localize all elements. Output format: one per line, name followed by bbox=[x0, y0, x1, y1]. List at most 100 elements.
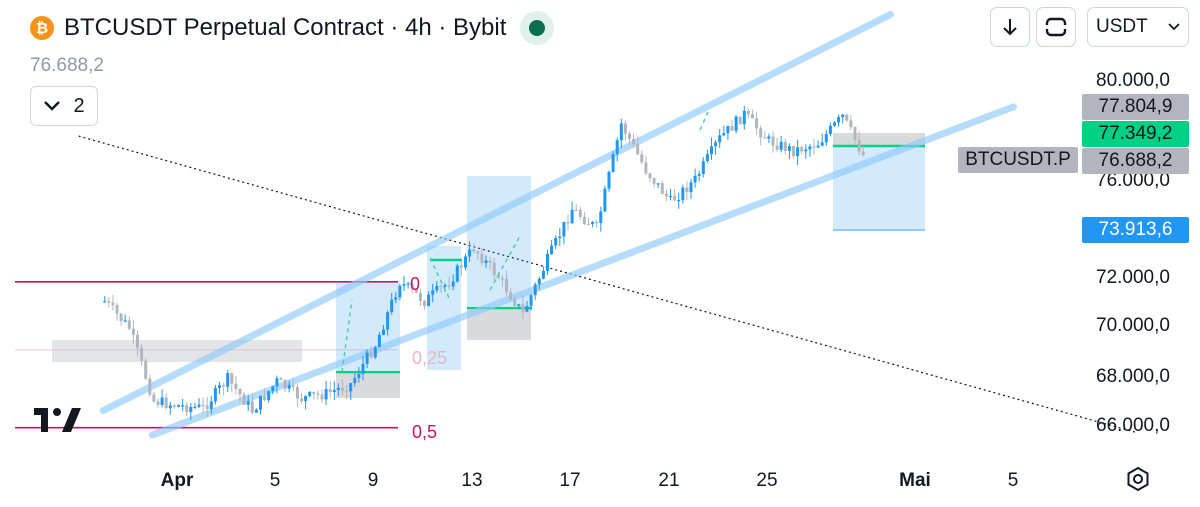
candle-body bbox=[751, 114, 754, 119]
candle-body bbox=[308, 391, 312, 397]
candle-body bbox=[492, 262, 496, 276]
currency-value: USDT bbox=[1096, 16, 1148, 37]
time-axis-label: 5 bbox=[269, 470, 281, 491]
candle-body bbox=[804, 149, 808, 152]
candle-body bbox=[693, 175, 697, 183]
candle-body bbox=[783, 141, 787, 151]
download-button[interactable] bbox=[990, 7, 1030, 47]
candle-body bbox=[242, 394, 246, 405]
settings-icon[interactable] bbox=[1124, 465, 1152, 493]
candle-body bbox=[271, 386, 275, 392]
candle-body bbox=[595, 222, 599, 224]
candle-body bbox=[197, 404, 201, 407]
candle-body bbox=[619, 123, 623, 141]
candle-body bbox=[136, 334, 139, 348]
candle-body bbox=[669, 195, 672, 198]
market-status-indicator[interactable] bbox=[520, 11, 555, 45]
chevron-down-icon bbox=[44, 101, 61, 111]
candle-body bbox=[357, 373, 361, 379]
candle-body bbox=[336, 387, 340, 390]
candle-body bbox=[410, 283, 414, 289]
candle-body bbox=[611, 154, 615, 172]
candle-body bbox=[673, 195, 677, 201]
candle-body bbox=[644, 162, 648, 174]
candle-body bbox=[148, 378, 152, 395]
candle-body bbox=[546, 253, 549, 271]
price-axis-label: 66.000,0 bbox=[1096, 415, 1170, 436]
candle-body bbox=[455, 265, 459, 282]
candle-body bbox=[808, 146, 812, 150]
candle-body bbox=[660, 183, 664, 194]
candle-body bbox=[107, 301, 111, 303]
candle-body bbox=[697, 173, 701, 176]
candle-body bbox=[685, 187, 689, 192]
candle-body bbox=[820, 142, 824, 146]
candle-body bbox=[439, 285, 443, 288]
candle-body bbox=[127, 320, 131, 329]
candle-body bbox=[742, 110, 746, 125]
price-axis-label: 80.000,0 bbox=[1096, 70, 1170, 91]
position-box bbox=[467, 176, 531, 306]
candle-body bbox=[767, 136, 771, 139]
currency-select[interactable]: USDT bbox=[1087, 7, 1189, 47]
tradingview-logo bbox=[34, 408, 81, 432]
chart-title[interactable]: BTCUSDT Perpetual Contract · 4h · Bybit bbox=[64, 14, 507, 41]
candle-body bbox=[238, 389, 242, 395]
time-axis-label: 21 bbox=[658, 470, 680, 491]
candle-body bbox=[861, 151, 865, 156]
candle-body bbox=[677, 199, 681, 202]
candle-body bbox=[857, 139, 861, 152]
candle-body bbox=[500, 278, 504, 280]
candle-body bbox=[168, 405, 172, 408]
candle-body bbox=[628, 133, 631, 139]
candle-body bbox=[837, 117, 841, 123]
candle-body bbox=[537, 278, 541, 285]
candle-body bbox=[181, 405, 185, 407]
channel-lower-line bbox=[148, 103, 1017, 439]
candle-body bbox=[230, 373, 234, 384]
candle-body bbox=[185, 405, 189, 413]
candle-body bbox=[377, 334, 381, 348]
candle-body bbox=[587, 224, 590, 226]
candle-body bbox=[517, 304, 521, 306]
tradingview-logo-shape bbox=[62, 408, 81, 432]
candle-body bbox=[505, 278, 508, 293]
candle-body bbox=[652, 178, 656, 184]
indicator-count: 2 bbox=[73, 94, 85, 117]
candle-body bbox=[316, 393, 320, 395]
candle-body bbox=[177, 405, 180, 407]
candle-body bbox=[718, 135, 722, 143]
candle-body bbox=[779, 141, 783, 150]
candle-body bbox=[250, 401, 254, 413]
candle-body bbox=[792, 146, 795, 157]
candle-body bbox=[771, 136, 775, 146]
candle-body bbox=[726, 125, 730, 134]
candle-body bbox=[533, 284, 537, 296]
price-axis-label: 70.000,0 bbox=[1096, 315, 1170, 336]
candle-body bbox=[172, 405, 176, 407]
candle-body bbox=[640, 154, 644, 163]
candle-body bbox=[570, 209, 574, 224]
candle-body bbox=[833, 122, 836, 126]
candle-body bbox=[365, 352, 369, 364]
candle-body bbox=[705, 154, 709, 162]
candle-body bbox=[222, 385, 226, 387]
candle-body bbox=[525, 305, 529, 312]
candle-body bbox=[402, 284, 406, 286]
bitcoin-icon: ₿ bbox=[30, 16, 54, 40]
candle-body bbox=[160, 397, 164, 406]
candle-body bbox=[615, 140, 619, 155]
candle-body bbox=[734, 116, 738, 131]
candle-body bbox=[279, 378, 283, 380]
candle-body bbox=[787, 146, 791, 151]
candle-body bbox=[431, 290, 435, 295]
candle-body bbox=[755, 118, 759, 129]
candle-body bbox=[558, 236, 562, 239]
candle-body bbox=[332, 389, 336, 393]
price-axis-label: 72.000,0 bbox=[1096, 267, 1170, 288]
candle-body bbox=[386, 312, 390, 330]
fullscreen-button[interactable] bbox=[1036, 7, 1076, 47]
candle-body bbox=[427, 294, 431, 307]
indicators-toggle-button[interactable]: 2 bbox=[30, 86, 98, 126]
